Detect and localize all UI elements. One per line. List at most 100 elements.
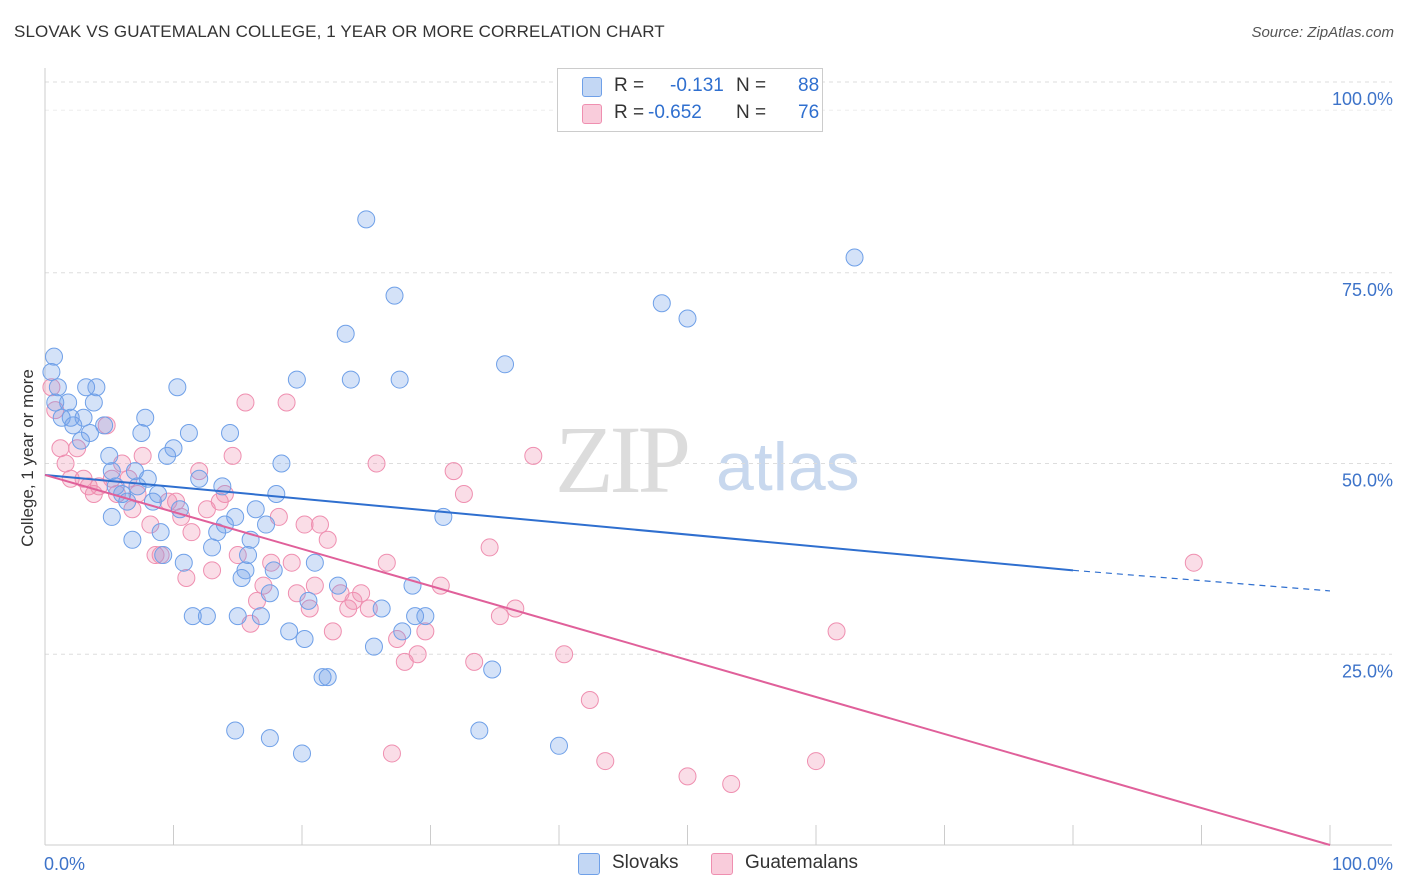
slovaks-point <box>221 423 240 442</box>
guatemalans-point <box>133 446 152 465</box>
guatemalans-point <box>282 553 301 572</box>
guatemalans-point <box>323 622 342 641</box>
slovaks-point <box>295 629 314 648</box>
bottom-legend-label-guatemalans: Guatemalans <box>745 852 859 873</box>
slovaks-point <box>64 416 83 435</box>
watermark-atlas: atlas <box>716 429 860 505</box>
y-tick-label: 50.0% <box>1342 471 1393 491</box>
slovaks-point <box>102 507 121 526</box>
slovaks-point <box>102 462 121 481</box>
slovaks-point <box>267 485 286 504</box>
slovaks-point <box>44 347 63 366</box>
guatemalans-point <box>678 767 697 786</box>
guatemalans-point <box>51 439 70 458</box>
guatemalans-point <box>295 515 314 534</box>
guatemalans-point <box>318 530 337 549</box>
slovaks-point <box>46 393 65 412</box>
slovaks-point <box>845 248 864 267</box>
slovaks-point <box>357 210 376 229</box>
slovaks-point <box>328 576 347 595</box>
slovaks-point <box>257 515 276 534</box>
guatemalans-point <box>177 568 196 587</box>
slovaks-point <box>260 729 279 748</box>
slovaks-point <box>80 423 99 442</box>
guatemalans-point <box>146 546 165 565</box>
guatemalans-point <box>827 622 846 641</box>
slovaks-point <box>226 721 245 740</box>
slovaks-point <box>77 378 96 397</box>
guatemalans-point <box>1184 553 1203 572</box>
guatemalans-trend-line <box>44 473 1331 846</box>
slovaks-point <box>313 668 332 687</box>
slovaks-trend-extension <box>1072 569 1331 592</box>
slovaks-point <box>164 439 183 458</box>
legend-n-label: N = <box>736 75 767 96</box>
legend-n-label: N = <box>736 102 767 123</box>
trend-lines <box>44 473 1331 846</box>
slovaks-point <box>151 523 170 542</box>
legend-n-value: 88 <box>798 75 820 96</box>
guatemalans-point <box>141 515 160 534</box>
slovaks-point <box>341 370 360 389</box>
guatemalans-point <box>228 546 247 565</box>
slovaks-point <box>42 362 61 381</box>
guatemalans-point <box>236 393 255 412</box>
guatemalans-point <box>444 462 463 481</box>
slovaks-point <box>236 561 255 580</box>
slovaks-point <box>168 378 187 397</box>
guatemalans-point <box>555 645 574 664</box>
guatemalans-point <box>382 744 401 763</box>
slovaks-point <box>416 607 435 626</box>
guatemalans-point <box>524 446 543 465</box>
legend-r-value: -0.131 <box>670 75 724 96</box>
watermark-zip: ZIP <box>555 406 688 513</box>
legend-r-label: R = <box>614 75 645 96</box>
slovaks-point <box>100 446 119 465</box>
slovaks-point <box>483 660 502 679</box>
legend-n-value: 76 <box>798 102 820 123</box>
bottom-legend-swatch-slovaks <box>578 853 600 875</box>
slovaks-point <box>390 370 409 389</box>
slovaks-point <box>239 546 258 565</box>
slovaks-point <box>336 324 355 343</box>
y-tick-label: 25.0% <box>1342 661 1393 681</box>
slovaks-point <box>158 446 177 465</box>
guatemalans-point <box>344 591 363 610</box>
slovaks-point <box>385 286 404 305</box>
guatemalans-point <box>42 378 61 397</box>
guatemalans-point <box>454 485 473 504</box>
slovaks-point <box>132 423 151 442</box>
slovaks-trend-line <box>44 473 1074 572</box>
guatemalans-point <box>182 523 201 542</box>
slovaks-point <box>84 393 103 412</box>
guatemalans-point <box>352 584 371 603</box>
slovaks-point <box>149 485 168 504</box>
chart-title: SLOVAK VS GUATEMALAN COLLEGE, 1 YEAR OR … <box>14 22 665 41</box>
slovaks-point <box>136 408 155 427</box>
guatemalans-point <box>190 462 209 481</box>
slovaks-point <box>272 454 291 473</box>
legend-r-value: -0.652 <box>648 102 702 123</box>
guatemalans-point <box>359 599 378 618</box>
guatemalans-point <box>254 576 273 595</box>
slovaks-point <box>470 721 489 740</box>
x-tick-label-min: 0.0% <box>44 854 85 874</box>
guatemalans-point <box>490 607 509 626</box>
guatemalans-point <box>722 774 741 793</box>
slovaks-point <box>299 591 318 610</box>
guatemalans-point <box>580 691 599 710</box>
slovaks-point <box>179 423 198 442</box>
slovaks-point <box>550 736 568 755</box>
legend-swatch-slovaks <box>582 77 602 97</box>
bottom-legend-label-slovaks: Slovaks <box>612 852 679 873</box>
slovaks-point <box>406 607 425 626</box>
guatemalans-point <box>465 652 484 671</box>
slovaks-point <box>87 378 106 397</box>
slovaks-point <box>364 637 383 656</box>
slovaks-point <box>318 668 337 687</box>
guatemalans-point <box>310 515 329 534</box>
slovaks-point <box>71 431 90 450</box>
slovaks-point <box>287 370 306 389</box>
guatemalans-point <box>203 561 222 580</box>
guatemalans-point <box>277 393 296 412</box>
